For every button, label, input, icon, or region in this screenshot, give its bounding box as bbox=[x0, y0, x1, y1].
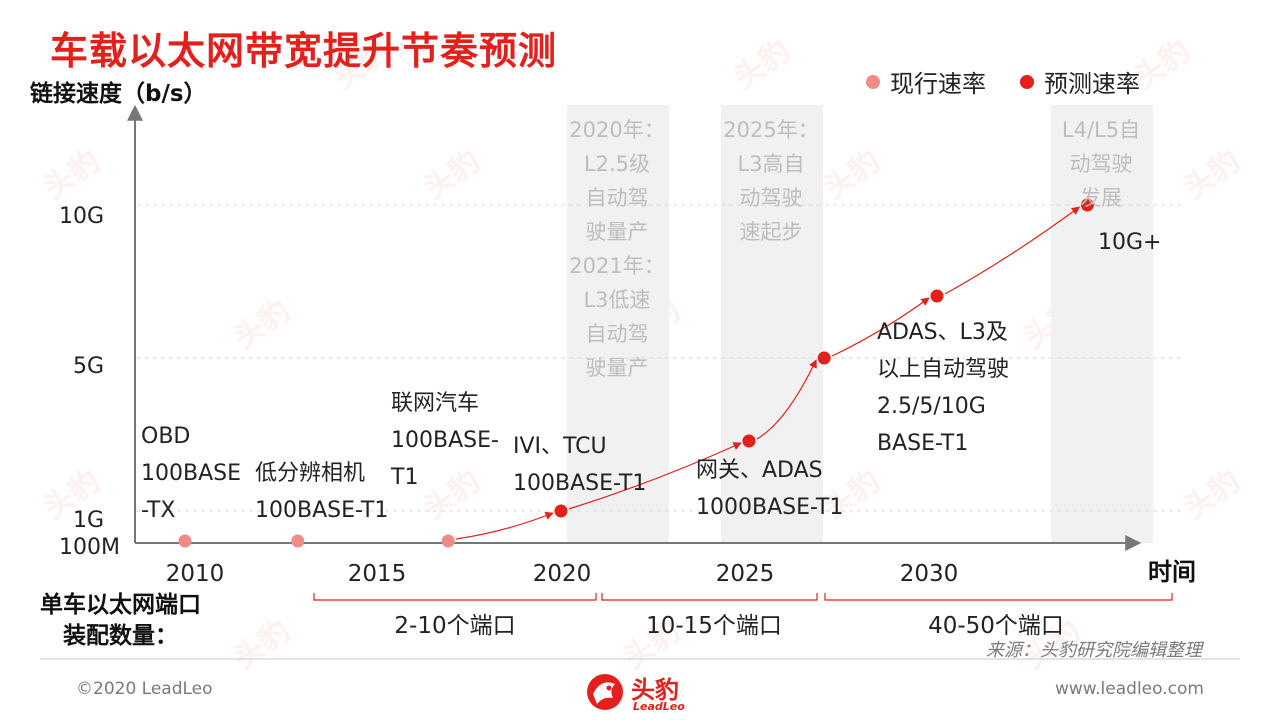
annotation-connected-car: 联网汽车 100BASE- T1 bbox=[391, 391, 499, 490]
forecast-rate-point-0 bbox=[554, 504, 568, 518]
y-tick-10g: 10G bbox=[58, 204, 104, 229]
y-tick-5g: 5G bbox=[72, 354, 104, 379]
highlight-band-2020 bbox=[567, 105, 669, 543]
annotation-gateway-adas: 网关、ADAS 1000BASE-T1 bbox=[696, 458, 844, 520]
forecast-trend-arrows bbox=[456, 206, 1081, 540]
x-axis-title: 时间 bbox=[1148, 558, 1196, 586]
current-rate-point-1 bbox=[291, 534, 305, 548]
band-text-2020: 2020年： L2.5级 自动驾 驶量产 2021年： L3低速 自动驾 驶量产 bbox=[569, 118, 665, 380]
trend-arrow-0 bbox=[456, 511, 554, 540]
x-tick-2020: 2020 bbox=[532, 561, 592, 587]
current-rate-point-2 bbox=[441, 534, 455, 548]
annotation-ivi-tcu: IVI、TCU 100BASE-T1 bbox=[513, 434, 647, 496]
annotation-10g-plus: 10G+ bbox=[1098, 230, 1162, 255]
port-bracket-2 bbox=[601, 593, 818, 601]
band-text-2025: 2025年： L3高自 动驾驶 速起步 bbox=[723, 118, 819, 244]
legend-item-forecast: 预测速率 bbox=[1020, 64, 1140, 99]
highlight-band-l4l5 bbox=[1051, 105, 1153, 543]
y-tick-100m: 100M bbox=[59, 535, 120, 560]
trend-arrow-2 bbox=[756, 359, 817, 440]
annotation-adas-l3: ADAS、L3及 以上自动驾驶 2.5/5/10G BASE-T1 bbox=[877, 320, 1010, 456]
port-bracket-1 bbox=[313, 593, 597, 601]
footer-website: www.leadleo.com bbox=[1055, 679, 1204, 699]
forecast-rate-point-2 bbox=[817, 351, 831, 365]
legend-label-forecast: 预测速率 bbox=[1044, 70, 1140, 98]
legend-marker-forecast bbox=[1020, 74, 1034, 89]
data-points bbox=[178, 198, 1094, 548]
forecast-rate-point-3 bbox=[930, 289, 944, 303]
footer-logo: 头豹 LeadLeo bbox=[583, 668, 703, 716]
forecast-rate-point-4 bbox=[1080, 198, 1094, 212]
port-group-3: 40-50个端口 bbox=[928, 613, 1064, 639]
y-tick-1g: 1G bbox=[72, 508, 104, 533]
trend-arrow-4 bbox=[944, 206, 1081, 295]
legend-label-current: 现行速率 bbox=[890, 70, 986, 98]
trend-arrow-1 bbox=[568, 442, 742, 510]
port-bracket-3 bbox=[824, 593, 1173, 601]
forecast-rate-point-1 bbox=[742, 434, 756, 448]
y-axis-title: 链接速度（b/s） bbox=[30, 81, 207, 107]
footer-copyright: ©2020 LeadLeo bbox=[76, 679, 213, 699]
x-tick-2030: 2030 bbox=[899, 561, 959, 587]
band-text-l4l5: L4/L5自 动驾驶 发展 bbox=[1061, 118, 1141, 210]
port-group-1: 2-10个端口 bbox=[394, 613, 516, 639]
annotation-low-res-camera: 低分辨相机 100BASE-T1 bbox=[255, 461, 389, 523]
annotation-obd: OBD 100BASE -TX bbox=[141, 424, 241, 523]
trend-arrow-3 bbox=[831, 297, 930, 357]
ports-label: 单车以太网端口 装配数量： bbox=[40, 592, 201, 649]
page-title: 车载以太网带宽提升节奏预测 bbox=[50, 29, 558, 73]
legend-marker-current bbox=[866, 74, 880, 89]
highlight-band-2025 bbox=[721, 105, 823, 543]
x-tick-2025: 2025 bbox=[715, 561, 775, 587]
x-tick-2010: 2010 bbox=[165, 561, 225, 587]
x-tick-2015: 2015 bbox=[347, 561, 407, 587]
current-rate-point-0 bbox=[178, 534, 192, 548]
source-note: 来源：头豹研究院编辑整理 bbox=[986, 640, 1202, 661]
footer-logo-subtext: LeadLeo bbox=[633, 700, 685, 713]
legend-item-current: 现行速率 bbox=[866, 64, 986, 99]
port-group-2: 10-15个端口 bbox=[646, 613, 782, 639]
grid-lines bbox=[137, 204, 1185, 512]
leopard-logo-icon bbox=[587, 674, 623, 710]
footer-logo-text: 头豹 bbox=[631, 676, 679, 704]
